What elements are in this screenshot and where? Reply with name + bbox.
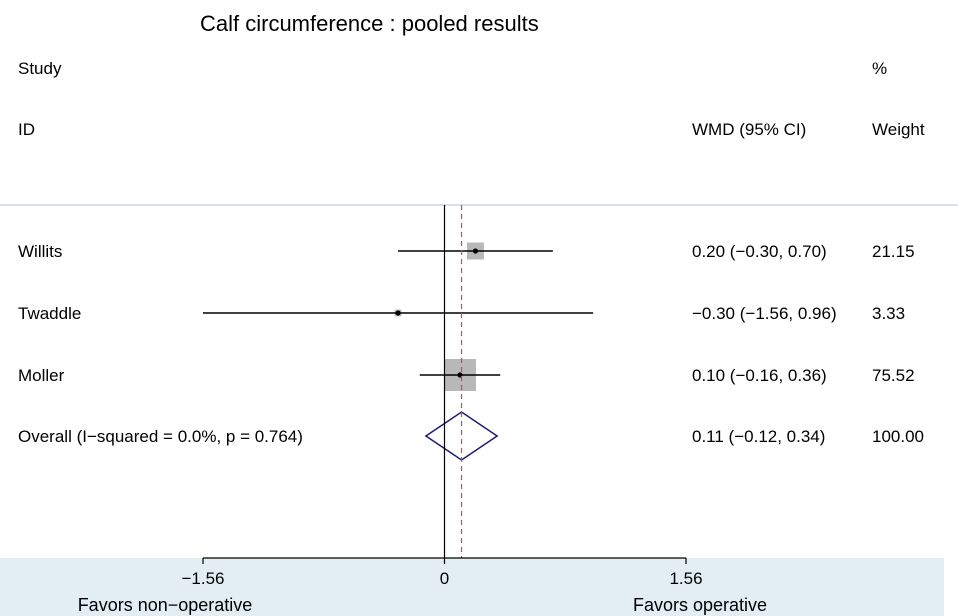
study-label-willits: Willits <box>18 242 62 261</box>
overall-diamond <box>424 411 499 461</box>
effect-ci-twaddle: −0.30 (−1.56, 0.96) <box>692 304 837 323</box>
id-header: ID <box>18 120 35 139</box>
weight-header: Weight <box>872 120 925 139</box>
favors-right-label: Favors operative <box>633 595 767 615</box>
x-tick-label: 0 <box>440 569 449 588</box>
overall-effect-ci: 0.11 (−0.12, 0.34) <box>692 427 825 446</box>
weight-moller: 75.52 <box>872 366 915 385</box>
effect-header: WMD (95% CI) <box>692 120 806 139</box>
study-label-moller: Moller <box>18 366 65 385</box>
effect-ci-willits: 0.20 (−0.30, 0.70) <box>692 242 827 261</box>
chart-title: Calf circumference : pooled results <box>200 11 539 36</box>
effect-ci-moller: 0.10 (−0.16, 0.36) <box>692 366 827 385</box>
x-tick-label: −1.56 <box>181 569 224 588</box>
point-estimate-willits <box>472 248 479 254</box>
x-tick-label: 1.56 <box>669 569 702 588</box>
favors-left-label: Favors non−operative <box>78 595 253 615</box>
weight-header-percent: % <box>872 59 887 78</box>
overall-label: Overall (I−squared = 0.0%, p = 0.764) <box>18 427 303 446</box>
study-label-twaddle: Twaddle <box>18 304 81 323</box>
overall-weight: 100.00 <box>872 427 924 446</box>
weight-twaddle: 3.33 <box>872 304 905 323</box>
study-header: Study <box>18 59 62 78</box>
point-estimate-twaddle <box>395 310 401 316</box>
weight-willits: 21.15 <box>872 242 915 261</box>
x-axis-band <box>0 558 944 616</box>
